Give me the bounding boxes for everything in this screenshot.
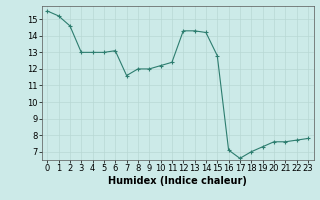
X-axis label: Humidex (Indice chaleur): Humidex (Indice chaleur) bbox=[108, 176, 247, 186]
